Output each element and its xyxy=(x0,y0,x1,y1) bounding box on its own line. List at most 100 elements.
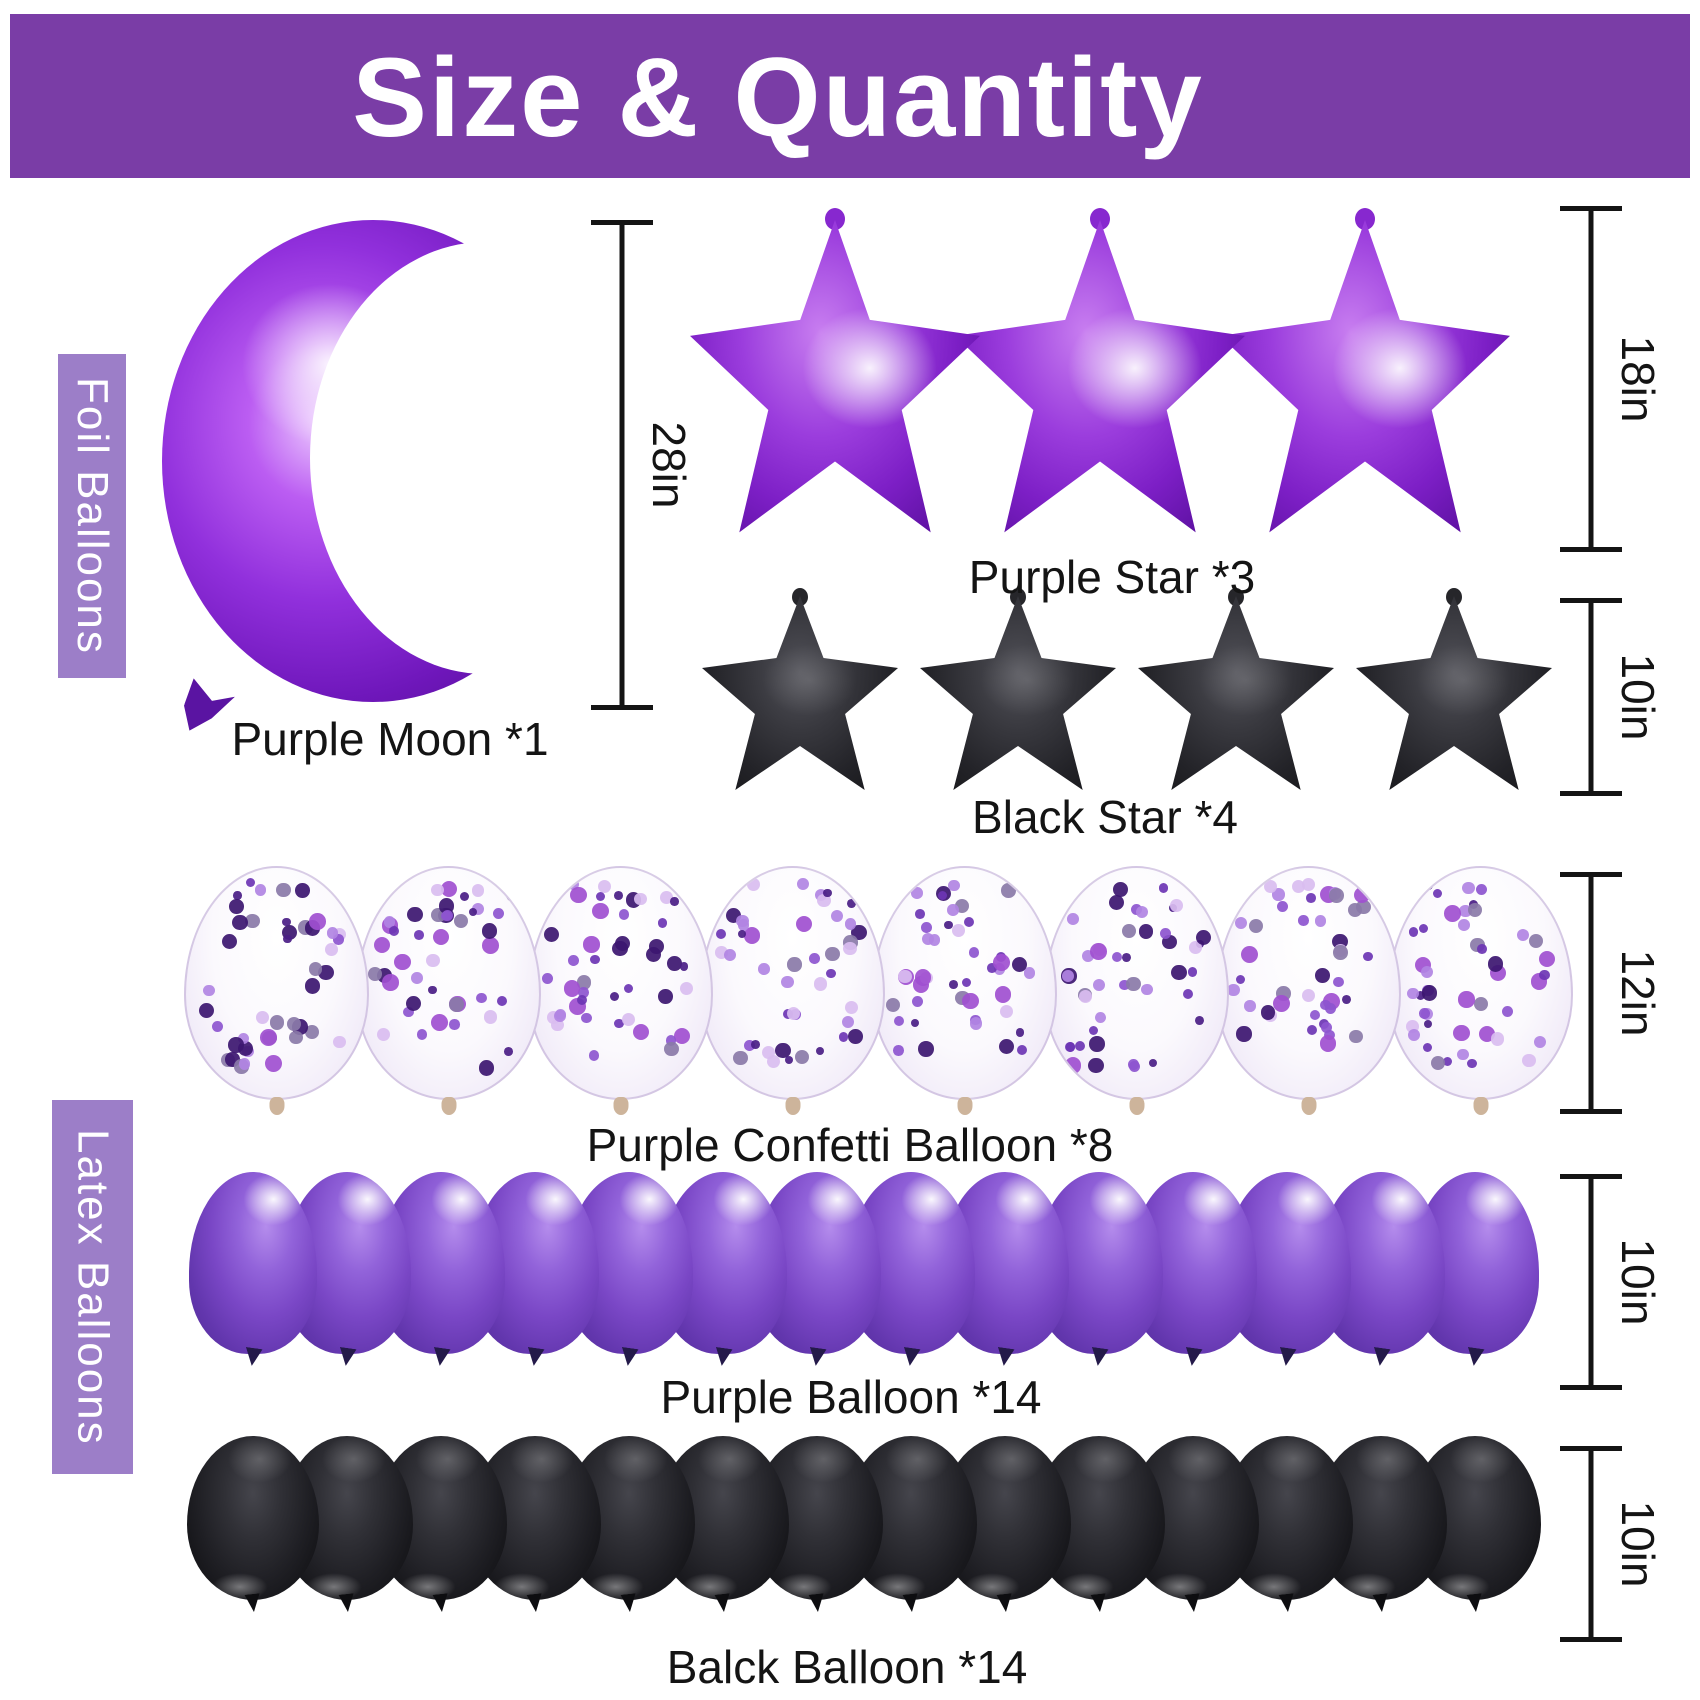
confetti-dot xyxy=(823,889,832,898)
moon-crescent-cutout xyxy=(310,242,660,674)
confetti-dot xyxy=(497,995,508,1006)
confetti-dot xyxy=(786,1007,800,1021)
confetti-dot xyxy=(265,1055,283,1073)
purple-confetti-balloon xyxy=(1216,866,1401,1118)
balloon-body xyxy=(1216,866,1401,1100)
confetti-dot xyxy=(1315,967,1331,983)
confetti-dot xyxy=(1149,1058,1158,1068)
confetti-dot xyxy=(612,940,628,956)
measure-confetti-12in: 12in xyxy=(1560,872,1664,1114)
measure-line xyxy=(1588,1446,1594,1642)
balloon-knot xyxy=(269,1097,284,1115)
confetti-dot xyxy=(1522,1053,1536,1067)
confetti-dot xyxy=(1244,1000,1256,1012)
moon-tail xyxy=(179,678,237,739)
confetti-dot xyxy=(1458,919,1471,932)
confetti-dot xyxy=(576,975,592,990)
confetti-dot xyxy=(733,1050,748,1066)
caption-black-star: Black Star *4 xyxy=(972,791,1238,843)
confetti-dot xyxy=(482,937,499,955)
confetti-dot xyxy=(1023,967,1036,979)
confetti-dot xyxy=(459,892,469,902)
confetti-dot xyxy=(987,962,997,973)
confetti-dot xyxy=(1248,918,1264,933)
confetti-dot xyxy=(1324,1029,1335,1041)
confetti-dot xyxy=(318,964,334,981)
confetti-dot xyxy=(1126,976,1141,991)
confetti-dot xyxy=(1260,1004,1276,1020)
confetti-dot xyxy=(961,977,972,988)
confetti-dot xyxy=(952,924,965,937)
confetti-dot xyxy=(797,878,810,890)
confetti-dot xyxy=(1141,983,1153,996)
balloon-nub xyxy=(825,208,845,230)
purple-latex-balloon xyxy=(189,1172,317,1372)
confetti-dot xyxy=(664,1041,679,1057)
balloon-body xyxy=(1044,866,1229,1100)
measure-label-10in: 10in xyxy=(1612,1500,1664,1588)
purple-confetti-balloon xyxy=(356,866,541,1118)
confetti-dot xyxy=(471,884,485,898)
confetti-dot xyxy=(238,1058,251,1070)
confetti-dot xyxy=(583,936,600,953)
confetti-dot xyxy=(645,946,661,962)
confetti-dot xyxy=(1119,979,1131,991)
balloon-knot xyxy=(441,1097,456,1115)
confetti-dot xyxy=(825,946,840,961)
measure-line xyxy=(1588,598,1594,796)
confetti-dot xyxy=(1015,1028,1025,1037)
confetti-dot xyxy=(1422,985,1438,1001)
confetti-dot xyxy=(666,956,682,972)
balloon-knot xyxy=(785,1097,800,1115)
balloon-body xyxy=(356,866,541,1100)
confetti-dot xyxy=(1307,1024,1318,1035)
balloon-body xyxy=(872,866,1057,1100)
confetti-dot xyxy=(1422,1042,1433,1053)
confetti-dot xyxy=(254,884,266,896)
confetti-dot xyxy=(1196,930,1212,946)
confetti-dot xyxy=(893,1015,905,1027)
confetti-balloon-row xyxy=(184,866,1573,1118)
confetti-dot xyxy=(831,910,844,923)
confetti-dot xyxy=(553,1009,566,1022)
confetti-dot xyxy=(476,992,487,1004)
confetti-dot xyxy=(492,907,504,919)
confetti-dot xyxy=(232,914,248,931)
confetti-dot xyxy=(1187,967,1198,977)
confetti-dot xyxy=(847,899,857,909)
confetti-dot xyxy=(410,972,423,984)
confetti-dot xyxy=(438,898,455,914)
confetti-dot xyxy=(679,961,689,971)
confetti-dot xyxy=(1136,906,1149,919)
confetti-dot xyxy=(393,953,411,971)
confetti-dot xyxy=(305,1024,320,1039)
confetti-dot xyxy=(1227,984,1240,997)
balloon-knot xyxy=(1129,1097,1144,1115)
confetti-dot xyxy=(1291,880,1305,894)
measure-cap xyxy=(591,705,653,710)
confetti-dot xyxy=(1475,883,1487,895)
confetti-dot xyxy=(946,904,959,916)
confetti-dot xyxy=(1062,970,1074,983)
confetti-dot xyxy=(1333,976,1344,987)
confetti-dot xyxy=(453,913,469,929)
confetti-dot xyxy=(809,953,820,965)
confetti-dot xyxy=(1353,886,1371,904)
confetti-dot xyxy=(504,1047,514,1056)
confetti-dot xyxy=(308,961,323,976)
confetti-dot xyxy=(245,877,256,888)
confetti-dot xyxy=(673,1027,690,1044)
confetti-dot xyxy=(1240,945,1258,963)
confetti-dot xyxy=(775,1042,791,1059)
confetti-dot xyxy=(761,1046,775,1060)
confetti-dot xyxy=(944,921,953,930)
confetti-dot xyxy=(1298,915,1309,926)
caption-purple-balloon: Purple Balloon *14 xyxy=(660,1371,1042,1423)
confetti-dot xyxy=(633,1023,650,1041)
confetti-dot xyxy=(659,890,673,904)
purple-latex-row xyxy=(189,1172,1539,1372)
confetti-dot xyxy=(723,948,736,961)
confetti-dot xyxy=(614,891,624,901)
latex-balloons-label: Latex Balloons xyxy=(68,1128,118,1446)
confetti-dot xyxy=(1329,888,1345,903)
